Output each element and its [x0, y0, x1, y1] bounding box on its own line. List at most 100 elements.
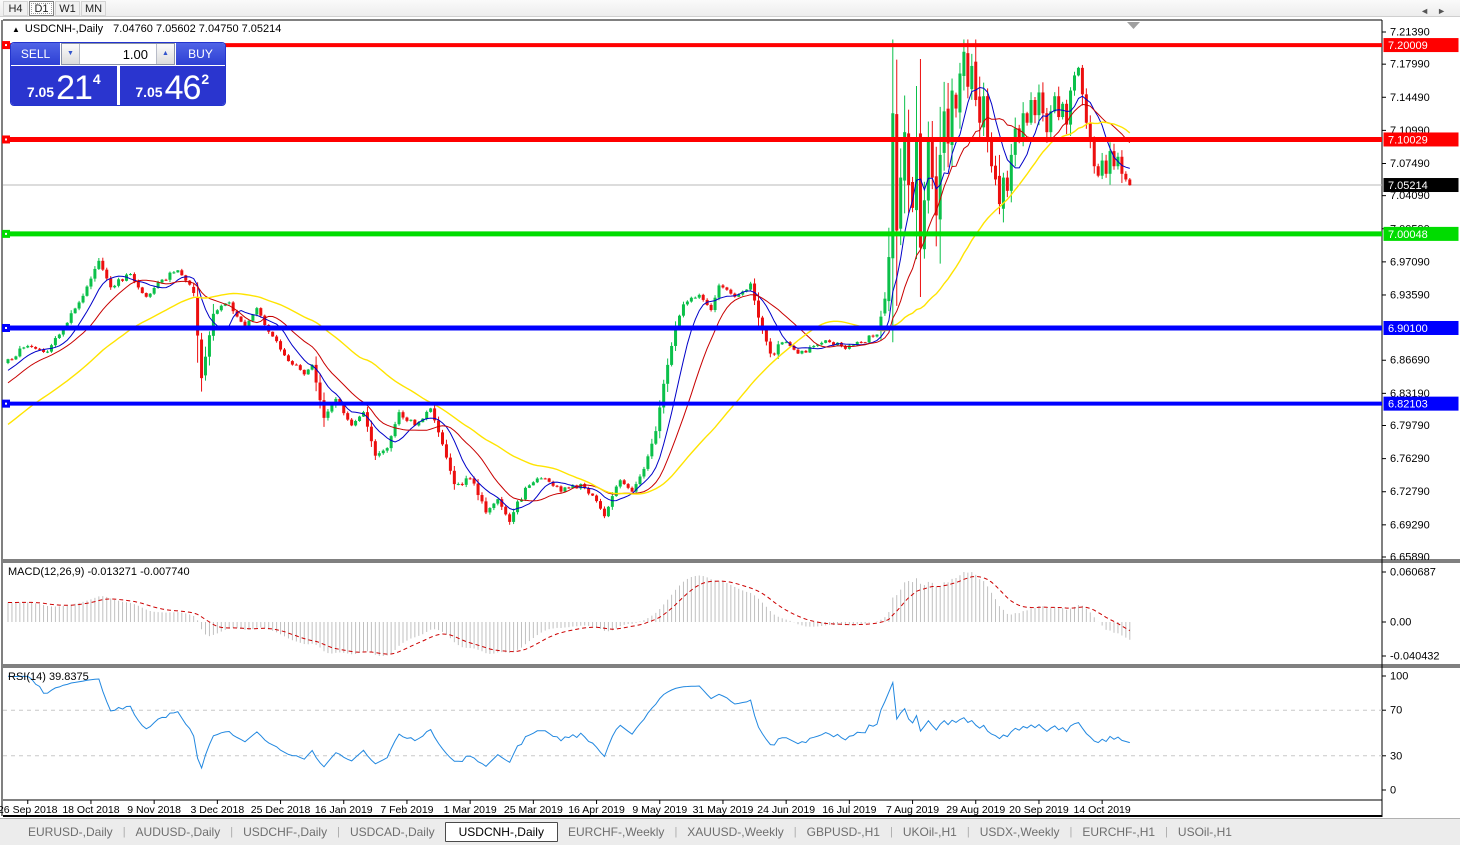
svg-text:6.90100: 6.90100 [1388, 323, 1428, 335]
svg-text:6.69290: 6.69290 [1390, 519, 1430, 531]
tab-separator: | [1165, 826, 1168, 838]
svg-text:3 Dec 2018: 3 Dec 2018 [190, 804, 244, 816]
chart-borders [1, 19, 1460, 817]
ma-line-16 [7, 103, 1131, 502]
tab-audusd-daily[interactable]: AUDUSD-,Daily [135, 825, 221, 839]
tab-separator: | [230, 826, 234, 838]
svg-text:6.72790: 6.72790 [1390, 486, 1430, 498]
tab-eurchf-h1[interactable]: EURCHF-,H1 [1082, 825, 1156, 839]
collapse-triangle-icon[interactable]: ▲ [12, 25, 20, 34]
tab-usdx-weekly[interactable]: USDX-,Weekly [979, 825, 1060, 839]
symbol-period-label: USDCNH-,Daily [24, 23, 104, 35]
tab-usdcnh-daily[interactable]: USDCNH-,Daily [444, 822, 558, 842]
timeframe-toolbar: H4 D1 W1 MN [0, 0, 1460, 17]
svg-text:25 Dec 2018: 25 Dec 2018 [251, 804, 311, 816]
candlestick-series[interactable] [6, 39, 1132, 525]
date-axis[interactable]: 26 Sep 2018 18 Oct 2018 9 Nov 2018 3 Dec 20… [0, 800, 1131, 816]
volume-input[interactable]: 1.00 [122, 47, 148, 62]
current-price-label: 7.05214 [1383, 178, 1459, 193]
svg-text:-0.040432: -0.040432 [1390, 651, 1440, 663]
tab-eurchf-weekly[interactable]: EURCHF-,Weekly [567, 825, 665, 839]
level-price-label: 7.20009 [1383, 38, 1459, 53]
volume-spinner: ▼ 1.00 ▲ [61, 43, 175, 65]
tab-separator: | [889, 826, 893, 838]
svg-text:16 Jan 2019: 16 Jan 2019 [315, 804, 373, 816]
rsi-label: RSI(14) 39.8375 [8, 671, 89, 683]
tab-scroll-arrows[interactable]: ◄► [1420, 6, 1454, 16]
tab-gbpusd-h1[interactable]: GBPUSD-,H1 [806, 825, 880, 839]
buy-price-big: 46 [164, 69, 202, 106]
tab-scroll-right-icon: ► [1437, 6, 1454, 16]
timeframe-button-h4[interactable]: H4 [3, 0, 28, 16]
ma-line-8 [7, 86, 1130, 511]
svg-text:7.00048: 7.00048 [1388, 229, 1428, 241]
buy-price-prefix: 7.05 [135, 84, 163, 100]
timeframe-button-d1[interactable]: D1 [29, 0, 54, 16]
timeframe-button-mn[interactable]: MN [81, 0, 106, 16]
timeframe-button-w1[interactable]: W1 [55, 0, 80, 16]
svg-text:24 Jun 2019: 24 Jun 2019 [757, 804, 815, 816]
svg-text:16 Jul 2019: 16 Jul 2019 [822, 804, 876, 816]
svg-text:16 Apr 2019: 16 Apr 2019 [568, 804, 625, 816]
rsi-levels [3, 709, 1382, 757]
level-price-label: 7.10029 [1383, 132, 1459, 147]
svg-text:6.97090: 6.97090 [1390, 256, 1430, 268]
svg-text:1 Mar 2019: 1 Mar 2019 [444, 804, 497, 816]
buy-price-box[interactable]: 7.05 46 2 [119, 66, 225, 106]
svg-text:0: 0 [1390, 785, 1396, 797]
svg-text:7.17990: 7.17990 [1390, 59, 1430, 71]
tab-eurusd-daily[interactable]: EURUSD-,Daily [28, 825, 113, 839]
svg-text:6.65890: 6.65890 [1390, 552, 1430, 564]
svg-text:7.04090: 7.04090 [1390, 190, 1430, 202]
macd-signal-line [8, 575, 1131, 655]
svg-text:18 Oct 2018: 18 Oct 2018 [62, 804, 119, 816]
one-click-trading-panel: SELL ▼ 1.00 ▲ BUY 7.05 21 4 7.05 46 2 [10, 42, 226, 106]
price-level-lines[interactable] [2, 41, 1382, 408]
volume-increase-button[interactable]: ▲ [156, 44, 174, 64]
svg-text:7.14490: 7.14490 [1390, 92, 1430, 104]
svg-text:26 Sep 2018: 26 Sep 2018 [0, 804, 58, 816]
sell-price-box[interactable]: 7.05 21 4 [11, 66, 117, 106]
svg-text:7.20009: 7.20009 [1388, 40, 1428, 52]
tab-separator: | [793, 826, 797, 838]
tab-xauusd-weekly[interactable]: XAUUSD-,Weekly [687, 825, 784, 839]
ohlc-values: 7.04760 7.05602 7.04750 7.05214 [113, 23, 282, 35]
tab-usdchf-daily[interactable]: USDCHF-,Daily [243, 825, 328, 839]
rsi-line [7, 675, 1130, 770]
svg-text:30: 30 [1390, 750, 1402, 762]
svg-text:25 Mar 2019: 25 Mar 2019 [504, 804, 563, 816]
macd-label: MACD(12,26,9) -0.013271 -0.007740 [8, 566, 190, 578]
buy-button[interactable]: BUY [176, 43, 225, 65]
chart-title: ▲ USDCNH-,Daily 7.04760 7.05602 7.04750 7.… [12, 23, 281, 35]
svg-text:9 Nov 2018: 9 Nov 2018 [127, 804, 181, 816]
tab-separator: | [674, 826, 678, 838]
tab-usdcad-daily[interactable]: USDCAD-,Daily [349, 825, 435, 839]
tab-ukoil-h1[interactable]: UKOil-,H1 [902, 825, 957, 839]
svg-text:7 Feb 2019: 7 Feb 2019 [380, 804, 433, 816]
svg-text:6.82103: 6.82103 [1388, 399, 1428, 411]
tab-separator: | [1069, 826, 1073, 838]
sell-button[interactable]: SELL [11, 43, 60, 65]
svg-text:7 Aug 2019: 7 Aug 2019 [886, 804, 939, 816]
svg-text:0.060687: 0.060687 [1390, 567, 1436, 579]
svg-text:100: 100 [1390, 671, 1408, 683]
tab-separator: | [966, 826, 970, 838]
macd-axis: 0.060687 0.00 -0.040432 [1382, 567, 1440, 663]
volume-decrease-button[interactable]: ▼ [62, 44, 80, 64]
svg-text:14 Oct 2019: 14 Oct 2019 [1074, 804, 1131, 816]
svg-text:7.21390: 7.21390 [1390, 27, 1430, 39]
ma-line-42 [7, 121, 1131, 495]
svg-text:31 May 2019: 31 May 2019 [693, 804, 754, 816]
svg-text:9 May 2019: 9 May 2019 [632, 804, 687, 816]
svg-text:20 Sep 2019: 20 Sep 2019 [1009, 804, 1069, 816]
buy-price-sup: 2 [201, 71, 210, 87]
svg-text:6.79790: 6.79790 [1390, 420, 1430, 432]
svg-text:6.93590: 6.93590 [1390, 289, 1430, 301]
tab-usoil-h1[interactable]: USOil-,H1 [1177, 825, 1232, 839]
svg-text:7.07490: 7.07490 [1390, 158, 1430, 170]
sell-price-big: 21 [56, 69, 93, 106]
price-axis[interactable]: 7.213907.179907.144907.109907.074907.040… [1382, 27, 1430, 564]
tab-separator: | [337, 826, 340, 838]
